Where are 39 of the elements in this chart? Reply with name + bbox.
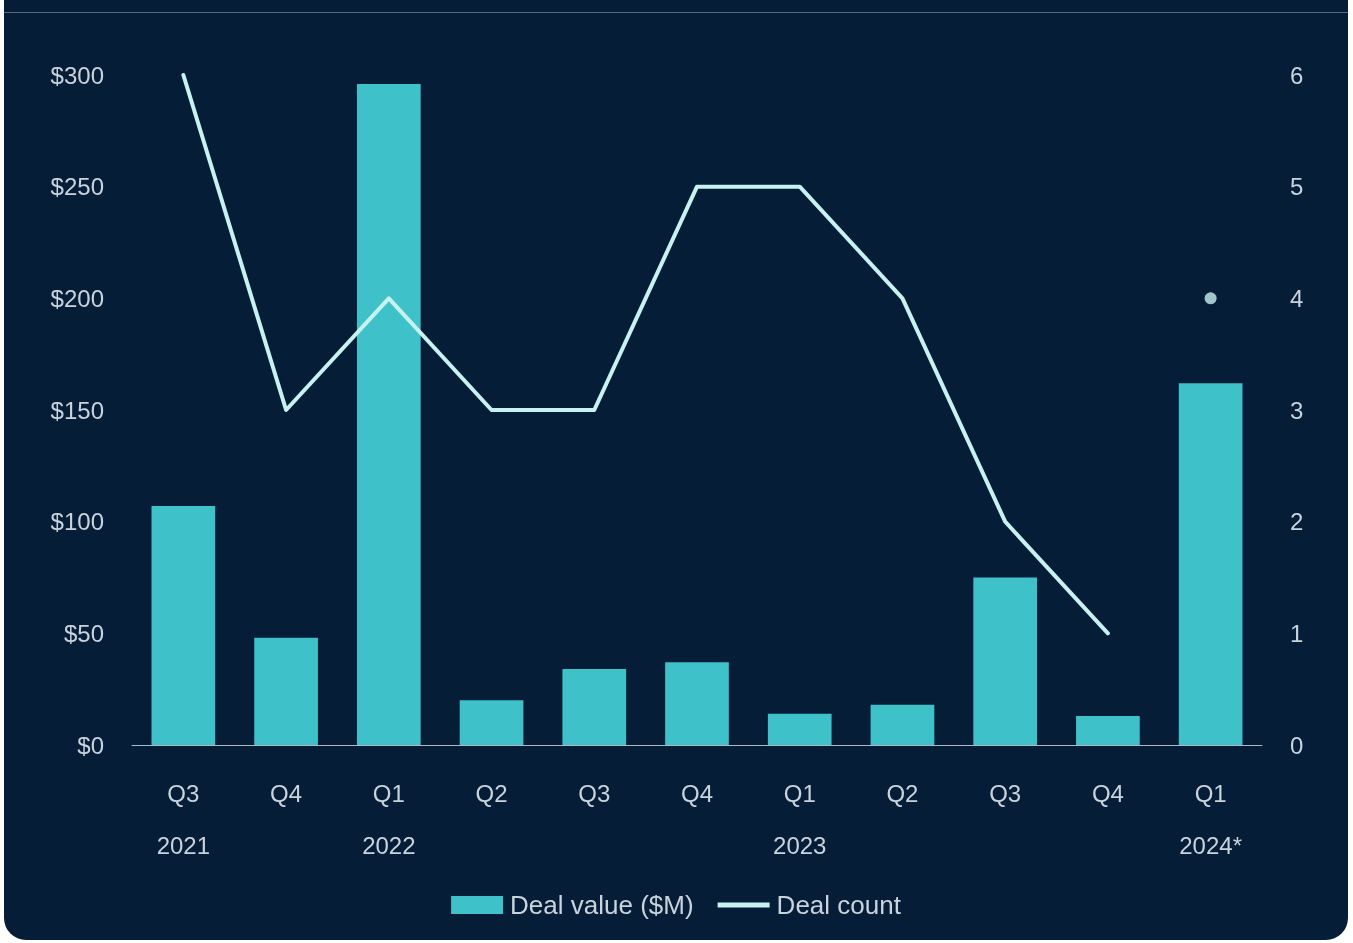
y2-tick-label: 5: [1290, 173, 1304, 201]
y-tick-label: $150: [50, 396, 104, 424]
y2-tick-label: 0: [1290, 731, 1304, 759]
bar: [459, 700, 524, 745]
x-tick-label: Q1 2024*: [1179, 779, 1242, 859]
y2-tick-label: 3: [1290, 396, 1304, 424]
bar: [254, 637, 318, 745]
x-tick-label: Q4: [1091, 779, 1124, 807]
y-tick-label: $300: [50, 61, 104, 89]
bar: [1076, 715, 1140, 745]
x-tick-label: Q1 2023: [773, 779, 827, 859]
y2-tick-label: 6: [1290, 61, 1304, 89]
x-tick-label: Q3: [989, 779, 1022, 807]
bar: [562, 669, 627, 745]
y2-tick-label: 4: [1290, 284, 1304, 312]
x-tick-label: Q3: [578, 779, 611, 807]
bar: [870, 704, 935, 745]
x-tick-label: Q1 2022: [362, 779, 416, 859]
line-series: [181, 73, 1110, 636]
x-tick-label: Q3 2021: [156, 779, 211, 859]
bar: [767, 713, 832, 745]
x-tick-label: Q2: [886, 779, 919, 807]
y2-tick-label: 2: [1290, 508, 1304, 536]
bar: [665, 662, 729, 745]
y-tick-label: $50: [63, 619, 104, 647]
x-tick-label: Q4: [680, 779, 714, 807]
y2-tick-label: 1: [1290, 619, 1304, 647]
y-tick-label: $100: [50, 508, 104, 536]
legend-label: Deal count: [776, 890, 902, 920]
y-tick-label: $200: [50, 284, 104, 312]
bar: [973, 577, 1038, 745]
bar: [356, 83, 421, 745]
x-tick-label: Q4: [270, 779, 303, 807]
y-tick-label: $250: [50, 173, 104, 201]
bar: [151, 506, 216, 745]
y-tick-label: $0: [77, 731, 104, 759]
x-tick-label: Q2: [475, 779, 508, 807]
legend-label: Deal value ($M): [510, 890, 694, 920]
bar: [1178, 383, 1243, 745]
